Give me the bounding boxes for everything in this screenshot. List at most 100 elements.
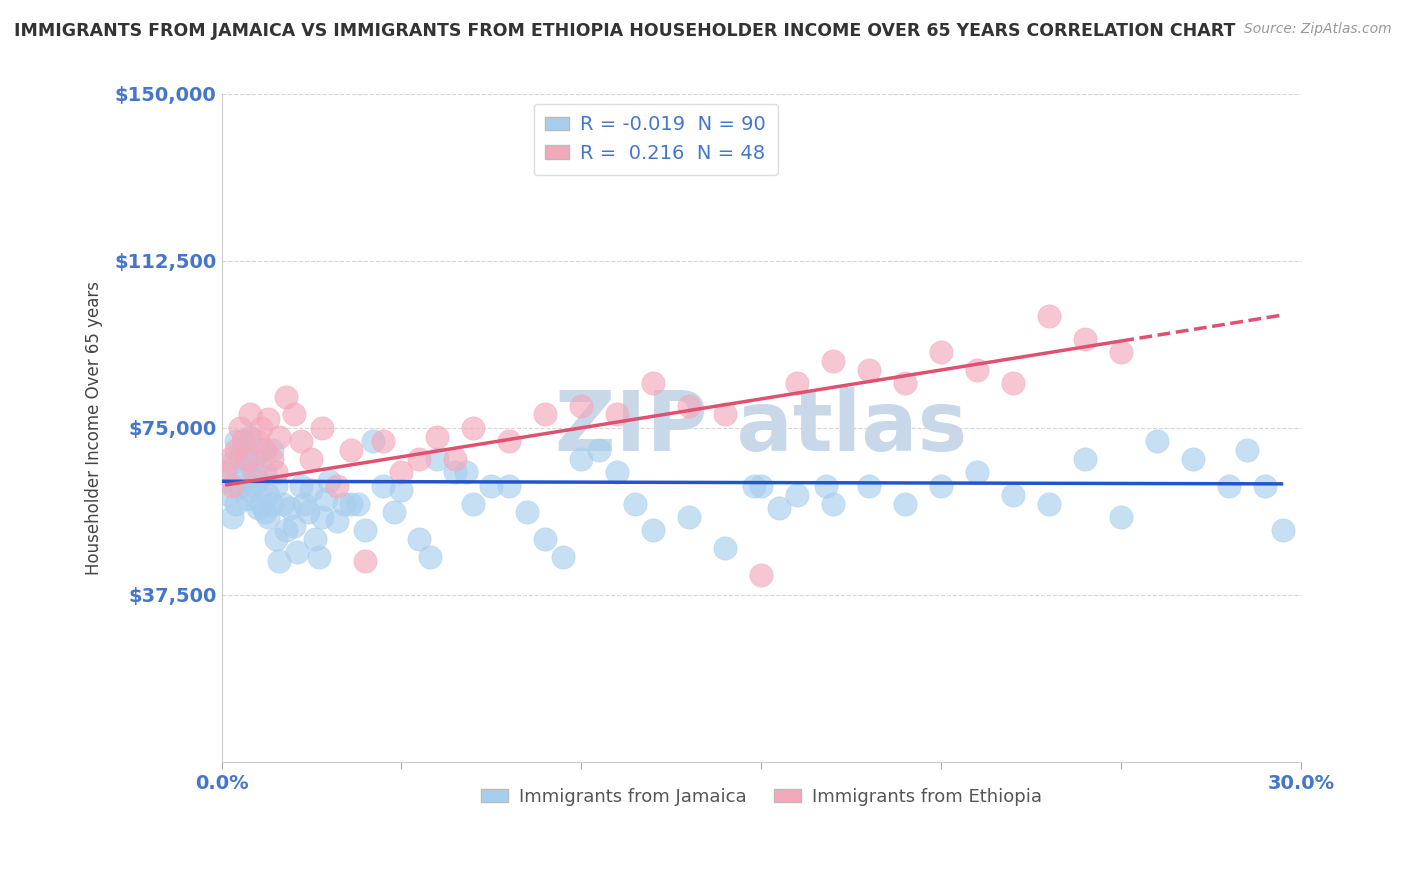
Point — [1109, 345, 1132, 359]
Point — [276, 390, 298, 404]
Point — [678, 509, 700, 524]
Point — [1182, 452, 1205, 467]
Point — [534, 408, 557, 422]
Point — [250, 496, 273, 510]
Point — [290, 479, 312, 493]
Point — [1109, 509, 1132, 524]
Point — [232, 434, 254, 449]
Point — [534, 532, 557, 546]
Point — [1272, 523, 1295, 537]
Point — [823, 496, 845, 510]
Point — [516, 505, 538, 519]
Text: ZIP atlas: ZIP atlas — [555, 387, 967, 468]
Point — [481, 479, 503, 493]
Point — [239, 430, 262, 444]
Point — [678, 399, 700, 413]
Point — [1236, 443, 1258, 458]
Point — [325, 479, 347, 493]
Point — [214, 466, 236, 480]
Point — [340, 496, 363, 510]
Point — [426, 452, 449, 467]
Point — [1074, 332, 1097, 346]
Point — [894, 376, 917, 391]
Point — [232, 434, 254, 449]
Point — [285, 545, 308, 559]
Point — [239, 408, 262, 422]
Point — [235, 457, 257, 471]
Point — [1254, 479, 1277, 493]
Point — [232, 470, 254, 484]
Point — [290, 434, 312, 449]
Point — [218, 452, 240, 467]
Point — [301, 483, 323, 498]
Y-axis label: Householder Income Over 65 years: Householder Income Over 65 years — [86, 281, 103, 574]
Point — [751, 479, 773, 493]
Point — [624, 496, 647, 510]
Point — [301, 452, 323, 467]
Point — [354, 554, 377, 568]
Point — [823, 354, 845, 368]
Point — [571, 399, 593, 413]
Point — [606, 466, 628, 480]
Point — [311, 509, 333, 524]
Point — [253, 466, 276, 480]
Point — [858, 363, 880, 377]
Point — [243, 479, 266, 493]
Point — [553, 549, 575, 564]
Point — [253, 505, 276, 519]
Text: IMMIGRANTS FROM JAMAICA VS IMMIGRANTS FROM ETHIOPIA HOUSEHOLDER INCOME OVER 65 Y: IMMIGRANTS FROM JAMAICA VS IMMIGRANTS FR… — [14, 22, 1236, 40]
Point — [571, 452, 593, 467]
Point — [260, 496, 283, 510]
Point — [304, 532, 326, 546]
Point — [858, 479, 880, 493]
Point — [318, 475, 340, 489]
Point — [347, 496, 370, 510]
Point — [340, 443, 363, 458]
Point — [253, 443, 276, 458]
Point — [373, 479, 395, 493]
Point — [250, 421, 273, 435]
Point — [354, 523, 377, 537]
Point — [606, 408, 628, 422]
Point — [426, 430, 449, 444]
Point — [271, 496, 294, 510]
Point — [283, 518, 305, 533]
Point — [751, 567, 773, 582]
Point — [1002, 376, 1025, 391]
Point — [264, 479, 287, 493]
Point — [786, 376, 808, 391]
Point — [269, 430, 291, 444]
Point — [966, 363, 988, 377]
Point — [250, 443, 273, 458]
Point — [333, 496, 356, 510]
Point — [260, 443, 283, 458]
Point — [214, 475, 236, 489]
Point — [257, 509, 280, 524]
Point — [269, 554, 291, 568]
Legend: Immigrants from Jamaica, Immigrants from Ethiopia: Immigrants from Jamaica, Immigrants from… — [474, 780, 1049, 813]
Point — [315, 491, 337, 506]
Point — [643, 523, 665, 537]
Point — [221, 509, 243, 524]
Point — [361, 434, 384, 449]
Point — [408, 532, 430, 546]
Point — [815, 479, 838, 493]
Point — [463, 496, 485, 510]
Point — [929, 345, 952, 359]
Point — [444, 466, 467, 480]
Point — [260, 452, 283, 467]
Point — [391, 466, 413, 480]
Point — [444, 452, 467, 467]
Point — [257, 412, 280, 426]
Point — [786, 487, 808, 501]
Point — [966, 466, 988, 480]
Point — [278, 500, 301, 515]
Point — [1002, 487, 1025, 501]
Point — [498, 434, 520, 449]
Point — [498, 479, 520, 493]
Point — [297, 505, 319, 519]
Point — [225, 434, 247, 449]
Point — [283, 408, 305, 422]
Point — [218, 487, 240, 501]
Point — [643, 376, 665, 391]
